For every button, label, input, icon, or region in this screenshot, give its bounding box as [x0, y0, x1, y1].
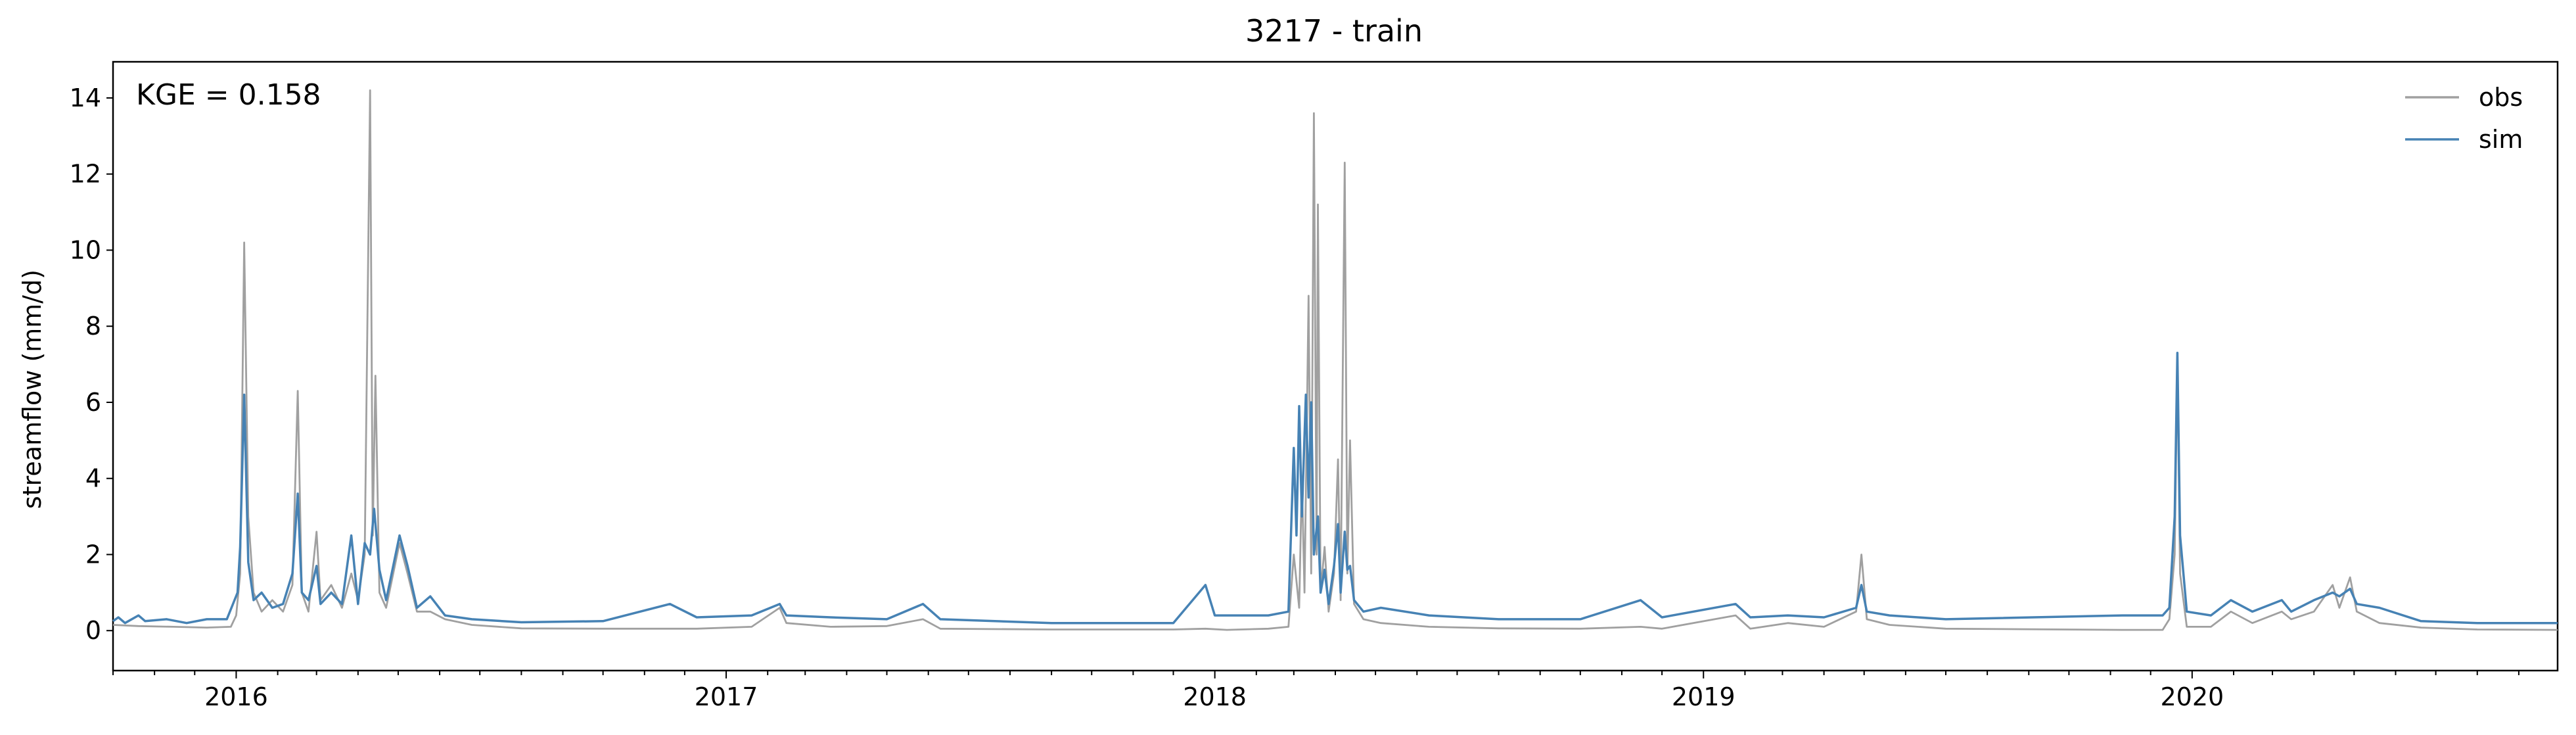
y-tick-label: 4 [85, 464, 101, 493]
legend-label-sim: sim [2479, 125, 2523, 154]
kge-annotation: KGE = 0.158 [136, 78, 321, 112]
x-tick-label: 2019 [1672, 682, 1736, 711]
y-axis-label: streamflow (mm/d) [18, 270, 47, 509]
y-tick-label: 0 [85, 616, 101, 645]
y-tick-label: 2 [85, 540, 101, 569]
x-tick-label: 2020 [2160, 682, 2224, 711]
legend-label-obs: obs [2479, 83, 2523, 112]
legend: obs sim [2405, 83, 2523, 154]
x-tick-label: 2016 [204, 682, 268, 711]
series-line-sim [112, 351, 2558, 625]
y-axis: 0 2 4 6 8 10 12 14 [70, 83, 113, 645]
y-tick-label: 12 [70, 160, 101, 189]
series-layer [112, 89, 2558, 631]
x-tick-label: 2018 [1183, 682, 1247, 711]
plot-area: 0 2 4 6 8 10 12 14 2016 2017 2018 2019 2020 KGE = 0… [70, 60, 2559, 711]
y-tick-label: 14 [70, 83, 101, 112]
x-tick-label: 2017 [695, 682, 758, 711]
y-tick-label: 10 [70, 235, 101, 264]
x-axis: 2016 2017 2018 2019 2020 [112, 671, 2519, 711]
y-tick-label: 6 [85, 388, 101, 417]
chart-title: 3217 - train [1245, 13, 1423, 49]
y-tick-label: 8 [85, 312, 101, 341]
